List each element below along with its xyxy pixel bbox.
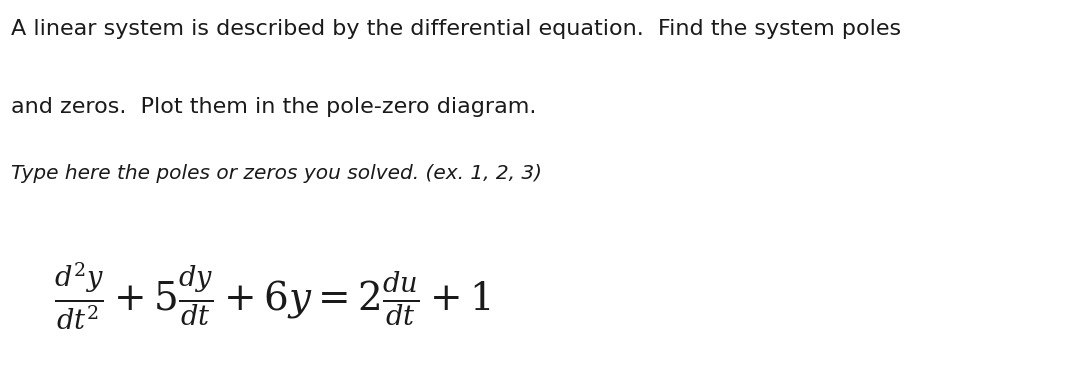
Text: and zeros.  Plot them in the pole-zero diagram.: and zeros. Plot them in the pole-zero di… (11, 97, 536, 117)
Text: Type here the poles or zeros you solved. (ex. 1, 2, 3): Type here the poles or zeros you solved.… (11, 164, 542, 183)
Text: $\frac{d^2y}{dt^2} + 5\frac{dy}{dt} + 6y = 2\frac{du}{dt} + 1$: $\frac{d^2y}{dt^2} + 5\frac{dy}{dt} + 6y… (54, 260, 490, 331)
Text: A linear system is described by the differential equation.  Find the system pole: A linear system is described by the diff… (11, 19, 901, 39)
